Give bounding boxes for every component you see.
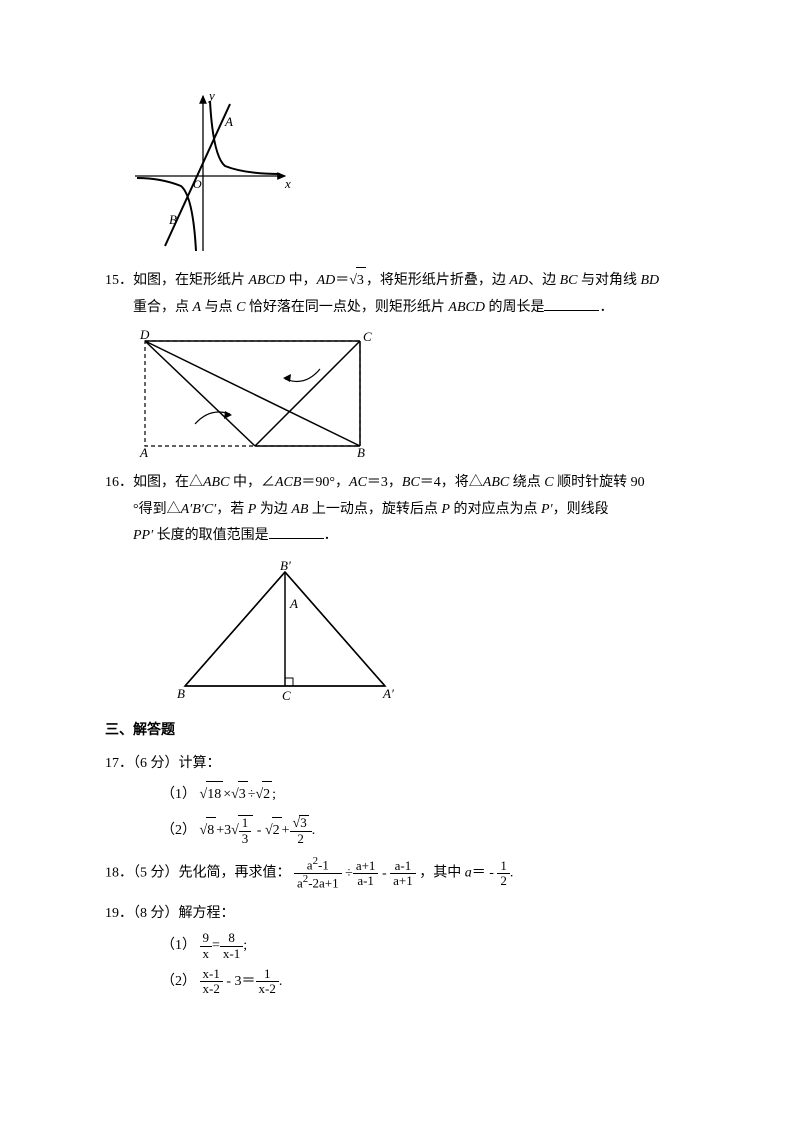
svg-text:C: C (282, 688, 291, 703)
svg-text:B: B (169, 212, 177, 227)
svg-text:y: y (207, 88, 215, 103)
question-18: 18．（5 分）先化简，再求值： a2-1a2-2a+1 ÷a+1a-1 - a… (105, 856, 694, 890)
svg-text:x: x (284, 176, 291, 191)
svg-text:B′: B′ (280, 558, 291, 573)
q19-sub1-expr: 9x=8x-1; (200, 938, 248, 953)
q15-text: 如图，在矩形纸片 ABCD 中，AD＝3，将矩形纸片折叠，边 AD、边 BC 与… (133, 273, 659, 288)
svg-text:A: A (224, 114, 233, 129)
section-three: 三、解答题 (105, 718, 694, 745)
q16-blank[interactable] (269, 524, 324, 539)
svg-text:A′: A′ (382, 686, 394, 701)
q17-sub2-expr: 8+313 - 2+32. (200, 823, 316, 838)
q19-sub2-label: （2） (161, 974, 196, 989)
figure-rectangle-fold: D C A B (125, 329, 694, 464)
q17-sub1-label: （1） (161, 787, 196, 802)
q16-num: 16． (105, 475, 133, 490)
q18-expr: a2-1a2-2a+1 ÷a+1a-1 - a-1a+1 (294, 866, 419, 881)
q19-sub2-expr: x-1x-2 - 3＝1x-2. (200, 974, 283, 989)
svg-text:D: D (139, 329, 150, 342)
svg-text:C: C (363, 329, 372, 344)
q16-text: 如图，在△ABC 中，∠ACB＝90°，AC＝3，BC＝4，将△ABC 绕点 C… (133, 475, 645, 490)
q17-sub1-expr: 18×3÷2; (200, 787, 277, 802)
q18-num: 18． (105, 866, 133, 881)
q17-sub2-label: （2） (161, 823, 196, 838)
svg-text:A: A (139, 445, 148, 460)
q17-num: 17． (105, 756, 133, 771)
question-19: 19．（8 分）解方程： （1） 9x=8x-1; （2） x-1x-2 - 3… (105, 901, 694, 997)
q19-num: 19． (105, 906, 133, 921)
svg-text:O: O (193, 177, 202, 191)
q15-num: 15． (105, 273, 133, 288)
svg-text:B: B (357, 445, 365, 460)
svg-text:B: B (177, 686, 185, 701)
figure-triangle-rotate: B′ A B C A′ (165, 558, 694, 708)
q19-sub1-label: （1） (161, 938, 196, 953)
svg-text:A: A (289, 596, 298, 611)
question-17: 17．（6 分）计算： （1） 18×3÷2; （2） 8+313 - 2+32… (105, 751, 694, 847)
q15-blank[interactable] (544, 296, 599, 311)
question-15: 15．如图，在矩形纸片 ABCD 中，AD＝3，将矩形纸片折叠，边 AD、边 B… (105, 267, 694, 321)
figure-hyperbola: x y O A B (125, 86, 694, 261)
question-16: 16．如图，在△ABC 中，∠ACB＝90°，AC＝3，BC＝4，将△ABC 绕… (105, 470, 694, 550)
